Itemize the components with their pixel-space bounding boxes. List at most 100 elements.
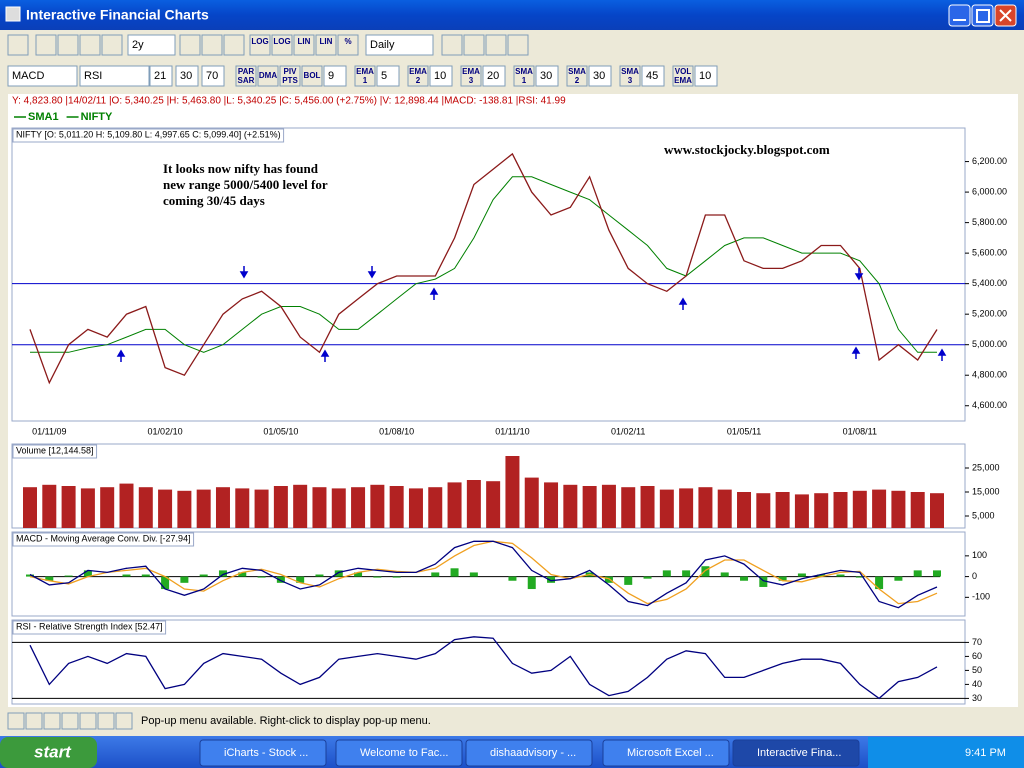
y-tick-label: 25,000	[972, 462, 1000, 472]
taskbar-item[interactable]	[199, 739, 327, 767]
volume-bar	[698, 487, 713, 528]
volume-bar	[910, 492, 925, 528]
panel-select[interactable]	[7, 65, 78, 87]
status-button[interactable]	[97, 712, 115, 730]
volume-bar	[61, 486, 76, 528]
scale-button[interactable]	[249, 34, 271, 56]
scale-button[interactable]	[337, 34, 359, 56]
volume-bar	[80, 488, 95, 528]
volume-bar	[389, 486, 404, 528]
interval-select[interactable]	[365, 34, 434, 56]
overlay-button[interactable]	[279, 65, 301, 87]
overlay-button[interactable]	[301, 65, 323, 87]
overlay-button[interactable]	[672, 65, 694, 87]
status-button[interactable]	[43, 712, 61, 730]
status-button[interactable]	[7, 712, 25, 730]
y-tick-label: 5,400.00	[972, 278, 1007, 288]
scale-button[interactable]	[315, 34, 337, 56]
panel-title: MACD - Moving Average Conv. Div. [-27.94…	[16, 533, 191, 543]
x-tick-label: 01/11/10	[495, 426, 529, 436]
histogram-bar	[662, 570, 671, 577]
param-input[interactable]	[149, 65, 173, 87]
toolbar-button[interactable]	[485, 34, 507, 56]
toolbar-button[interactable]	[7, 34, 29, 56]
volume-bar	[428, 487, 443, 528]
overlay-input[interactable]	[694, 65, 718, 87]
y-tick-label: 4,800.00	[972, 370, 1007, 380]
volume-bar	[601, 484, 616, 528]
toolbar-button[interactable]	[79, 34, 101, 56]
scale-button[interactable]	[271, 34, 293, 56]
period-select[interactable]	[127, 34, 176, 56]
histogram-bar	[759, 576, 768, 587]
panel-frame	[11, 531, 966, 617]
start-button[interactable]	[0, 737, 97, 768]
overlay-input[interactable]	[641, 65, 665, 87]
histogram-bar	[508, 576, 517, 581]
volume-bar	[42, 484, 57, 528]
overlay-button[interactable]	[257, 65, 279, 87]
chart-style-button[interactable]	[179, 34, 201, 56]
overlay-input[interactable]	[376, 65, 400, 87]
volume-bar	[659, 489, 674, 528]
toolbar-button[interactable]	[441, 34, 463, 56]
minimize-button[interactable]	[948, 4, 971, 27]
overlay-value: 30	[540, 70, 552, 82]
overlay-button[interactable]	[619, 65, 641, 87]
taskbar-item[interactable]	[465, 739, 593, 767]
volume-bar	[833, 492, 848, 528]
overlay-label: PAR SAR	[238, 67, 255, 85]
app-icon	[5, 6, 21, 22]
status-button[interactable]	[79, 712, 97, 730]
overlay-button[interactable]	[235, 65, 257, 87]
histogram-bar	[373, 576, 382, 578]
status-button[interactable]	[61, 712, 79, 730]
status-button[interactable]	[115, 712, 133, 730]
histogram-bar	[604, 576, 613, 583]
y-tick-label: 0	[972, 571, 977, 581]
overlay-button[interactable]	[513, 65, 535, 87]
overlay-input[interactable]	[535, 65, 559, 87]
overlay-button[interactable]	[566, 65, 588, 87]
taskbar-item[interactable]	[335, 739, 463, 767]
chart-style-button[interactable]	[201, 34, 223, 56]
overlay-value: 30	[593, 70, 605, 82]
panel-title: RSI - Relative Strength Index [52.47]	[16, 621, 163, 631]
y-tick-label: 5,600.00	[972, 248, 1007, 258]
status-button[interactable]	[25, 712, 43, 730]
title-bar	[0, 0, 1024, 30]
histogram-bar	[180, 576, 189, 583]
overlay-input[interactable]	[429, 65, 453, 87]
histogram-bar	[296, 576, 305, 583]
toolbar-button[interactable]	[101, 34, 123, 56]
toolbar-button[interactable]	[463, 34, 485, 56]
taskbar-item[interactable]	[732, 739, 860, 767]
chart-style-button[interactable]	[223, 34, 245, 56]
histogram-bar	[199, 574, 208, 577]
overlay-input[interactable]	[323, 65, 347, 87]
overlay-button[interactable]	[407, 65, 429, 87]
toolbar-button[interactable]	[35, 34, 57, 56]
overlay-button[interactable]	[354, 65, 376, 87]
volume-bar	[138, 487, 153, 528]
overlay-button[interactable]	[460, 65, 482, 87]
panel-frame	[11, 619, 966, 705]
scale-button[interactable]	[293, 34, 315, 56]
toolbar-button[interactable]	[57, 34, 79, 56]
overlay-input[interactable]	[482, 65, 506, 87]
param-input[interactable]	[175, 65, 199, 87]
overlay-input[interactable]	[588, 65, 612, 87]
panel-select[interactable]	[79, 65, 150, 87]
overlay-value: 20	[487, 70, 499, 82]
taskbar-item[interactable]	[602, 739, 730, 767]
param-input[interactable]	[201, 65, 225, 87]
histogram-bar	[122, 574, 131, 577]
x-tick-label: 01/05/11	[727, 426, 761, 436]
toolbar-button[interactable]	[507, 34, 529, 56]
status-text: Pop-up menu available. Right-click to di…	[141, 715, 431, 727]
y-tick-label: 70	[972, 637, 982, 647]
histogram-bar	[740, 576, 749, 581]
histogram-bar	[161, 576, 170, 590]
